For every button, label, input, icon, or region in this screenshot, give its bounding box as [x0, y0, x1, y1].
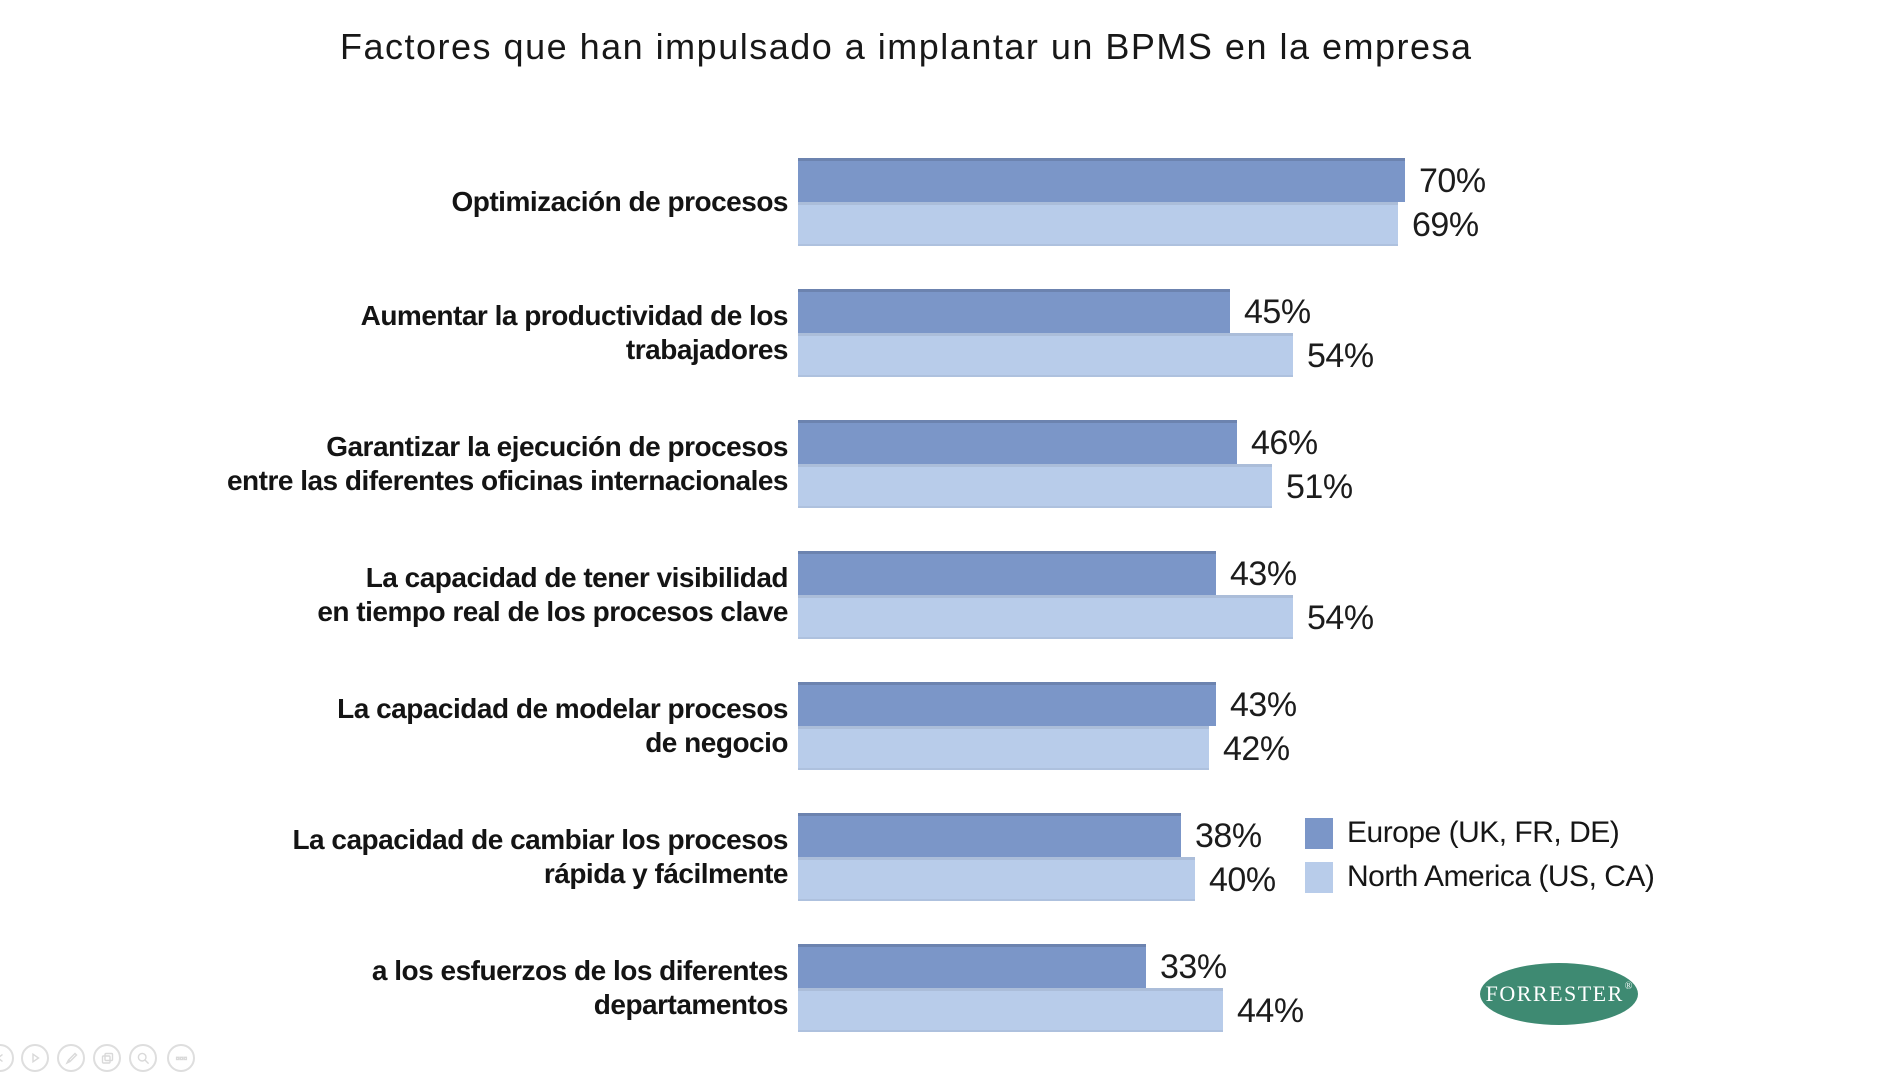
legend-label-north-america: North America (US, CA) [1347, 860, 1655, 893]
value-label: 42% [1223, 730, 1290, 768]
value-label: 40% [1209, 861, 1276, 899]
category-label: Aumentar la productividad de los trabajad… [360, 300, 789, 365]
play-icon [32, 1052, 40, 1064]
ellipsis-icon [175, 1056, 187, 1060]
bar-north-america [798, 857, 1195, 901]
value-label: 46% [1251, 424, 1318, 462]
all-slides-button[interactable] [93, 1044, 121, 1072]
pen-button[interactable] [57, 1044, 85, 1072]
bar-north-america [798, 595, 1293, 639]
registered-trademark-icon: ® [1624, 980, 1633, 992]
bar-europe [798, 289, 1230, 333]
bar-europe [798, 420, 1237, 464]
bar-north-america [798, 464, 1272, 508]
category-label: Optimización de procesos [451, 186, 788, 217]
category-label: a los esfuerzos de los diferentes departa… [371, 955, 789, 1020]
chart-title: Factores que han impulsado a implantar u… [340, 26, 1473, 67]
legend-item-europe: Europe (UK, FR, DE) [1305, 811, 1654, 855]
previous-icon [0, 1053, 3, 1063]
legend-swatch-europe [1305, 817, 1333, 849]
category-label: La capacidad de modelar procesos de negoc… [337, 693, 788, 758]
bar-north-america [798, 333, 1293, 377]
value-label: 54% [1307, 337, 1374, 375]
legend-item-north-america: North America (US, CA) [1305, 855, 1655, 899]
legend: Europe (UK, FR, DE) North America (US, C… [1305, 811, 1655, 899]
legend-label-europe: Europe (UK, FR, DE) [1347, 816, 1620, 849]
zoom-button[interactable] [129, 1044, 157, 1072]
forrester-logo: FORRESTER ® [1480, 963, 1638, 1025]
category-label: Garantizar la ejecución de procesos entre… [226, 431, 789, 496]
bar-north-america [798, 202, 1398, 246]
value-label: 43% [1230, 555, 1297, 593]
category-label: La capacidad de cambiar los procesos rápi… [292, 824, 788, 889]
bar-europe [798, 551, 1216, 595]
value-label: 45% [1244, 293, 1311, 331]
value-label: 54% [1307, 599, 1374, 637]
category-label: La capacidad de tener visibilidad en tiem… [317, 562, 788, 627]
magnifier-icon [137, 1052, 149, 1064]
bar-north-america [798, 988, 1223, 1032]
forrester-logo-text: FORRESTER [1485, 981, 1624, 1006]
pen-icon [64, 1052, 77, 1065]
value-label: 38% [1195, 817, 1262, 855]
value-label: 44% [1237, 992, 1304, 1030]
bar-north-america [798, 726, 1209, 770]
previous-slide-button[interactable] [0, 1044, 14, 1072]
value-label: 43% [1230, 686, 1297, 724]
bar-europe [798, 158, 1405, 202]
value-label: 70% [1419, 162, 1486, 200]
slides-icon [101, 1052, 113, 1064]
next-slide-button[interactable] [21, 1044, 49, 1072]
value-label: 51% [1286, 468, 1353, 506]
legend-swatch-north-america [1305, 861, 1333, 893]
value-label: 69% [1412, 206, 1479, 244]
more-options-button[interactable] [167, 1044, 195, 1072]
presentation-toolbar [0, 1044, 260, 1075]
bar-europe [798, 682, 1216, 726]
bar-europe [798, 813, 1181, 857]
value-label: 33% [1160, 948, 1227, 986]
bar-europe [798, 944, 1146, 988]
